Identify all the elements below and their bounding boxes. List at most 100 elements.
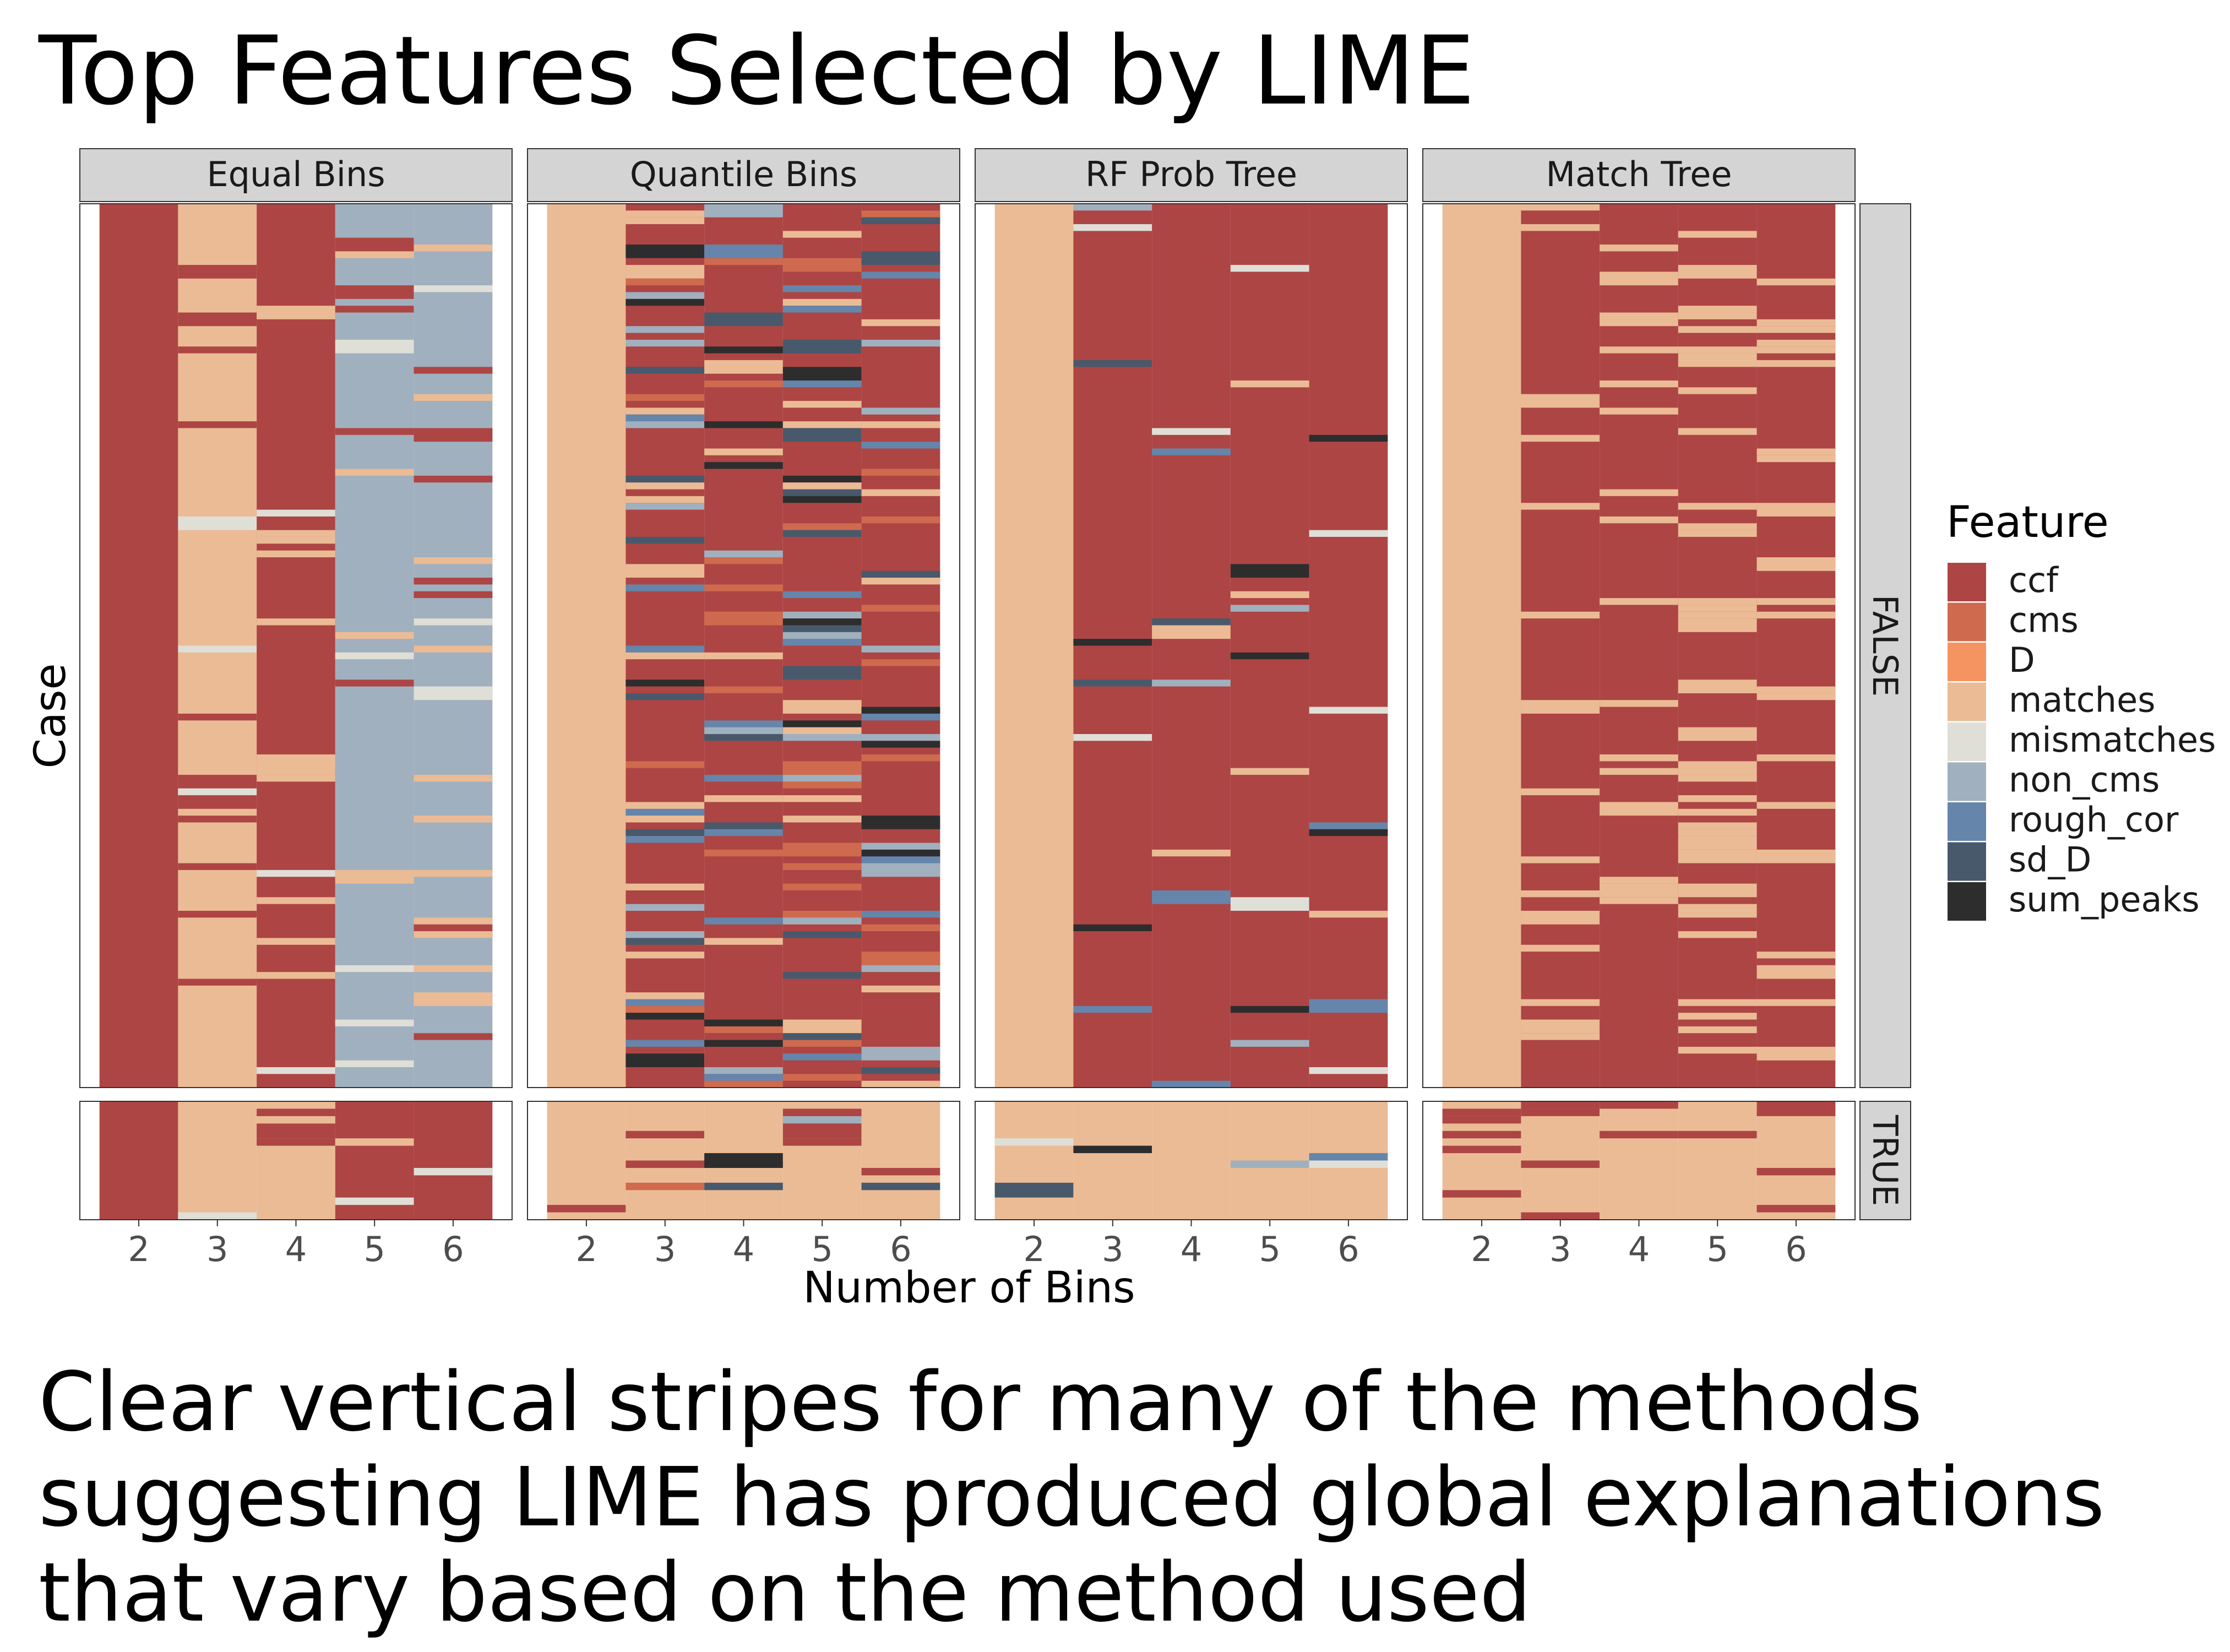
caption-line: Clear vertical stripes for many of the m… <box>39 1355 1923 1449</box>
heatmap-cell <box>178 346 257 354</box>
heatmap-cell <box>1600 700 1678 707</box>
heatmap-cell <box>626 761 705 768</box>
heatmap-cell <box>1600 489 1678 496</box>
x-tick-label: 2 <box>575 1229 597 1269</box>
heatmap-cell <box>178 788 257 796</box>
heatmap-cell <box>1521 503 1600 510</box>
heatmap-column <box>1678 1101 1757 1220</box>
heatmap-cell <box>861 339 940 347</box>
heatmap-column <box>414 1101 493 1220</box>
heatmap-cell <box>861 319 940 327</box>
row-strip-label: FALSE <box>1865 595 1905 697</box>
heatmap-cell <box>861 645 940 653</box>
heatmap-cell <box>626 407 705 415</box>
heatmap-cell <box>861 659 940 666</box>
heatmap-cell <box>414 591 493 599</box>
heatmap-cell <box>1678 1046 1757 1054</box>
panel-match-tree-false <box>1422 203 1856 1088</box>
heatmap-cell <box>861 754 940 762</box>
panel-quantile-bins-true <box>527 1101 960 1220</box>
heatmap-cell <box>1521 204 1600 211</box>
heatmap-cell <box>626 244 705 258</box>
heatmap-cell <box>178 1212 257 1220</box>
heatmap-cell <box>704 1026 783 1034</box>
heatmap-cell <box>1073 639 1152 646</box>
heatmap-cell <box>782 972 862 979</box>
heatmap-cell <box>257 509 335 517</box>
heatmap-cell <box>178 713 257 721</box>
x-tick-label: 6 <box>1785 1229 1807 1269</box>
heatmap-cell <box>257 550 335 557</box>
facet-strip-label: Quantile Bins <box>630 154 857 194</box>
heatmap-cell <box>1678 618 1757 632</box>
heatmap-cell <box>704 829 783 836</box>
heatmap-cell <box>1521 1108 1600 1116</box>
heatmap-cell <box>257 530 335 537</box>
heatmap-cell <box>1756 1205 1836 1213</box>
heatmap-cell <box>335 680 414 687</box>
heatmap-cell <box>1230 652 1309 660</box>
heatmap-column <box>1442 204 1521 1088</box>
heatmap-cell <box>1678 428 1757 435</box>
heatmap-cell <box>1678 326 1757 333</box>
x-tick-label: 5 <box>1707 1229 1728 1269</box>
heatmap-cell <box>1521 856 1600 863</box>
legend-entry-label: non_cms <box>2009 760 2160 800</box>
heatmap-cell <box>1756 564 1836 571</box>
heatmap-cell <box>626 298 705 306</box>
heatmap-cell <box>704 1080 783 1088</box>
heatmap-cell <box>626 992 705 999</box>
heatmap-cell <box>1521 224 1600 231</box>
facet-panels: Equal Bins 2 3 4 5 6 Quantile Bins 2 3 4 5 6 RF Prob… <box>79 148 1911 1269</box>
heatmap-cell <box>782 1040 862 1047</box>
heatmap-cell <box>861 741 940 748</box>
heatmap-cell <box>626 1182 705 1191</box>
heatmap-cell <box>782 428 862 442</box>
heatmap-cell <box>1230 605 1309 612</box>
facet-strip-bg <box>79 148 513 202</box>
heatmap-cell <box>1152 680 1231 687</box>
heatmap-cell <box>861 816 940 829</box>
heatmap-cell <box>1309 999 1388 1013</box>
heatmap-cell <box>414 992 493 1006</box>
heatmap-cell <box>782 401 862 408</box>
caption-line: that vary based on the method used <box>39 1545 1531 1640</box>
heatmap-cell <box>1678 761 1757 775</box>
heatmap-cell <box>414 394 493 401</box>
heatmap-cell <box>257 1123 335 1139</box>
row-strip-true: TRUE <box>1859 1101 1911 1220</box>
x-tick-label: 6 <box>1337 1229 1359 1269</box>
heatmap-cell <box>1678 686 1757 693</box>
heatmap-cell <box>704 686 783 693</box>
heatmap-cell <box>704 618 783 626</box>
heatmap-cell <box>1756 686 1836 693</box>
heatmap-cell <box>626 1131 705 1139</box>
heatmap-cell <box>861 713 940 721</box>
heatmap-cell <box>1521 999 1600 1006</box>
heatmap-cell <box>335 428 414 435</box>
heatmap-column <box>994 204 1074 1088</box>
heatmap-cell <box>335 652 414 660</box>
heatmap-cell <box>782 306 862 313</box>
heatmap-cell <box>1073 734 1152 741</box>
heatmap-cell <box>335 306 414 313</box>
x-axis-label: Number of Bins <box>803 1263 1135 1313</box>
heatmap-cell <box>704 1160 783 1168</box>
heatmap-cell <box>414 965 493 972</box>
legend-entry-label: mismatches <box>2009 720 2216 760</box>
heatmap-cell <box>335 1138 414 1146</box>
heatmap-cell <box>1678 849 1757 863</box>
legend: Feature ccfcmsDmatchesmismatchesnon_cmsro… <box>1946 498 2216 921</box>
heatmap-cell <box>704 727 783 734</box>
heatmap-cell <box>626 952 705 959</box>
legend-swatch <box>1948 882 1986 921</box>
heatmap-cell <box>1521 1019 1600 1034</box>
heatmap-cell <box>1230 1160 1309 1168</box>
heatmap-cell <box>704 734 783 741</box>
heatmap-cell <box>1152 625 1231 639</box>
heatmap-cell <box>1442 1145 1521 1154</box>
facet-strip-bg <box>527 148 960 202</box>
heatmap-cell <box>782 1074 862 1081</box>
heatmap-cell <box>626 1013 705 1020</box>
heatmap-cell <box>335 469 414 476</box>
